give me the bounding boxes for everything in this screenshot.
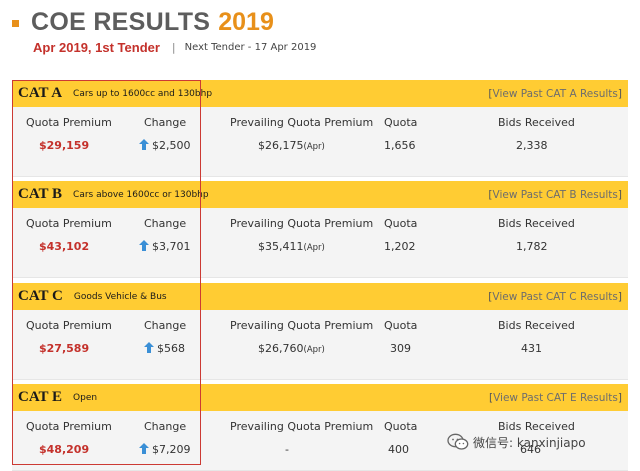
label-quota-premium: Quota Premium [26, 217, 112, 230]
category-results: Quota Premium Change Prevailing Quota Pr… [12, 411, 628, 471]
arrow-up-icon [144, 342, 154, 353]
label-prevailing: Prevailing Quota Premium [230, 420, 374, 433]
category-name: CAT C [18, 288, 63, 304]
quota-value: 1,202 [384, 240, 416, 253]
quota-value: 1,656 [384, 139, 416, 152]
label-prevailing: Prevailing Quota Premium [230, 319, 374, 332]
label-quota-premium: Quota Premium [26, 420, 112, 433]
label-quota: Quota [384, 420, 418, 433]
label-prevailing: Prevailing Quota Premium [230, 116, 374, 129]
label-change: Change [144, 116, 187, 129]
category-header: CAT C Goods Vehicle & Bus [View Past CAT… [12, 283, 628, 310]
prevailing-value: $35,411(Apr) [258, 240, 325, 253]
category-cat-e: CAT E Open [View Past CAT E Results] Quo… [12, 384, 628, 471]
view-past-results-link[interactable]: [View Past CAT E Results] [488, 391, 622, 404]
label-bids: Bids Received [498, 116, 575, 129]
category-header: CAT B Cars above 1600cc or 130bhp [View … [12, 181, 628, 208]
next-tender: Next Tender - 17 Apr 2019 [184, 41, 317, 53]
category-cat-c: CAT C Goods Vehicle & Bus [View Past CAT… [12, 283, 628, 380]
label-quota: Quota [384, 116, 418, 129]
category-description: Open [73, 392, 98, 403]
category-results: Quota Premium Change Prevailing Quota Pr… [12, 310, 628, 380]
label-change: Change [144, 420, 187, 433]
label-bids: Bids Received [498, 420, 575, 433]
label-prevailing: Prevailing Quota Premium [230, 217, 374, 230]
bids-value: 431 [521, 342, 542, 355]
category-description: Goods Vehicle & Bus [73, 291, 167, 302]
category-name: CAT B [18, 186, 63, 202]
label-change: Change [144, 217, 187, 230]
change-value: $2,500 [139, 139, 191, 152]
label-quota-premium: Quota Premium [26, 116, 112, 129]
quota-value: 309 [390, 342, 411, 355]
change-value: $568 [144, 342, 185, 355]
quota-premium-value: $27,589 [39, 342, 90, 355]
quota-premium-value: $43,102 [39, 240, 90, 253]
watermark-text: 微信号: kanxinjiapo [473, 435, 586, 450]
title-text: COE RESULTS [31, 7, 211, 36]
label-quota: Quota [384, 319, 418, 332]
arrow-up-icon [139, 443, 149, 454]
label-change: Change [144, 319, 187, 332]
prevailing-value: $26,175(Apr) [258, 139, 325, 152]
label-quota-premium: Quota Premium [26, 319, 112, 332]
category-header: CAT A Cars up to 1600cc and 130bhp [View… [12, 80, 628, 107]
separator: | [171, 40, 176, 54]
wechat-icon [447, 433, 469, 450]
quota-premium-value: $48,209 [39, 443, 90, 456]
label-bids: Bids Received [498, 217, 575, 230]
category-results: Quota Premium Change Prevailing Quota Pr… [12, 208, 628, 278]
category-description: Cars above 1600cc or 130bhp [73, 189, 209, 200]
category-name: CAT E [18, 389, 63, 405]
bullet-icon [12, 19, 19, 27]
quota-value: 400 [388, 443, 409, 456]
view-past-results-link[interactable]: [View Past CAT C Results] [488, 290, 622, 303]
view-past-results-link[interactable]: [View Past CAT A Results] [488, 87, 622, 100]
bids-value: 646 [520, 443, 541, 456]
current-tender: Apr 2019, 1st Tender [33, 39, 160, 55]
quota-premium-value: $29,159 [39, 139, 90, 152]
category-results: Quota Premium Change Prevailing Quota Pr… [12, 107, 628, 177]
category-cat-a: CAT A Cars up to 1600cc and 130bhp [View… [12, 80, 628, 177]
arrow-up-icon [139, 240, 149, 251]
title-year: 2019 [218, 7, 274, 36]
change-value: $3,701 [139, 240, 191, 253]
tender-info: Apr 2019, 1st Tender | Next Tender - 17 … [33, 39, 316, 55]
bids-value: 1,782 [516, 240, 548, 253]
change-value: $7,209 [139, 443, 191, 456]
category-header: CAT E Open [View Past CAT E Results] [12, 384, 628, 411]
bids-value: 2,338 [516, 139, 548, 152]
category-cat-b: CAT B Cars above 1600cc or 130bhp [View … [12, 181, 628, 278]
prevailing-value: - [285, 443, 289, 456]
label-quota: Quota [384, 217, 418, 230]
view-past-results-link[interactable]: [View Past CAT B Results] [488, 188, 622, 201]
category-description: Cars up to 1600cc and 130bhp [73, 88, 213, 99]
prevailing-value: $26,760(Apr) [258, 342, 325, 355]
label-bids: Bids Received [498, 319, 575, 332]
category-name: CAT A [18, 85, 63, 101]
wechat-watermark: 微信号: kanxinjiapo [447, 433, 586, 451]
arrow-up-icon [139, 139, 149, 150]
page-title: COE RESULTS 2019 [12, 8, 274, 36]
